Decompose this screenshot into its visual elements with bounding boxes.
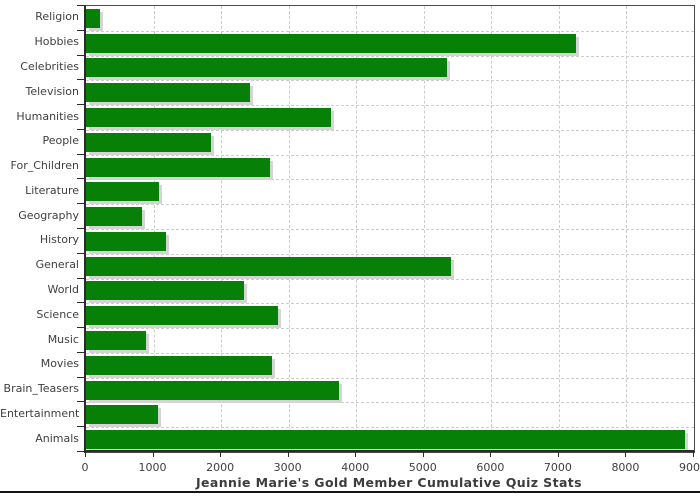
- y-axis-tick: [77, 451, 85, 452]
- y-axis-tick: [77, 203, 85, 205]
- y-axis-tick: [77, 327, 85, 329]
- category-label: Brain_Teasers: [3, 382, 79, 396]
- y-axis-tick: [77, 351, 85, 353]
- y-axis-tick: [77, 302, 85, 304]
- y-axis-tick: [77, 178, 85, 180]
- x-axis-tick: [693, 452, 694, 457]
- category-label: Television: [25, 84, 80, 98]
- category-label: Literature: [25, 183, 79, 197]
- x-axis-tick: [490, 452, 492, 457]
- x-axis-tick-label: 9000: [679, 461, 700, 474]
- bar-television: [86, 83, 251, 103]
- category-label: Hobbies: [34, 35, 79, 49]
- horizontal-gridline: [86, 179, 694, 181]
- bar-entertainment: [86, 405, 159, 425]
- y-axis-tick: [77, 277, 85, 279]
- x-axis-tick-label: 8000: [611, 461, 640, 474]
- x-axis-tick: [287, 452, 289, 457]
- bar-science: [86, 306, 278, 326]
- bar-geography: [86, 207, 143, 227]
- y-axis-line: [84, 5, 86, 453]
- bar-celebrities: [86, 58, 448, 78]
- x-axis-tick: [220, 452, 222, 457]
- bar-brain_teasers: [86, 380, 340, 400]
- horizontal-gridline: [86, 229, 694, 230]
- horizontal-gridline: [86, 204, 694, 206]
- bar-people: [86, 132, 211, 152]
- horizontal-gridline: [86, 129, 694, 131]
- horizontal-gridline: [86, 402, 694, 404]
- chart-title: Jeannie Marie's Gold Member Cumulative Q…: [195, 475, 583, 490]
- bar-movies: [86, 355, 273, 375]
- category-label: For_Children: [10, 159, 79, 173]
- x-axis-tick: [625, 452, 627, 457]
- y-axis-tick: [77, 426, 85, 428]
- bar-world: [86, 281, 245, 301]
- bar-humanities: [86, 108, 331, 127]
- x-axis-tick-label: 0: [81, 461, 89, 474]
- x-axis-tick: [557, 452, 559, 457]
- x-axis-tick-label: 1000: [138, 461, 167, 474]
- category-label: Humanities: [16, 109, 79, 123]
- category-label: Science: [36, 307, 79, 321]
- horizontal-gridline: [86, 352, 694, 354]
- y-axis-tick: [77, 29, 85, 31]
- y-axis-tick: [77, 376, 85, 378]
- category-label: General: [35, 258, 79, 272]
- bar-for_children: [86, 157, 271, 177]
- y-axis-tick: [77, 54, 85, 56]
- x-axis-tick-label: 4000: [341, 461, 370, 474]
- x-axis-tick-label: 7000: [543, 461, 572, 474]
- bottom-divider: [0, 491, 700, 493]
- horizontal-gridline: [86, 328, 694, 330]
- horizontal-gridline: [86, 30, 694, 32]
- bar-hobbies: [86, 33, 576, 53]
- category-label: People: [42, 134, 79, 148]
- x-axis-tick: [85, 452, 86, 457]
- y-axis-tick: [77, 5, 85, 6]
- category-label: Movies: [40, 357, 79, 371]
- category-label: World: [47, 282, 79, 296]
- horizontal-gridline: [86, 105, 694, 107]
- x-axis-tick-label: 2000: [206, 461, 235, 474]
- bar-animals: [86, 430, 685, 450]
- category-label: Music: [47, 332, 79, 346]
- category-label: Religion: [35, 10, 79, 24]
- y-axis-tick: [77, 128, 85, 130]
- x-axis-tick-label: 5000: [408, 461, 437, 474]
- category-label: Entertainment: [0, 406, 80, 420]
- x-axis-tick-label: 3000: [273, 461, 302, 474]
- x-axis-tick: [422, 452, 424, 457]
- y-axis-tick: [77, 79, 85, 81]
- horizontal-gridline: [86, 154, 694, 156]
- horizontal-gridline: [86, 80, 694, 82]
- y-axis-tick: [77, 104, 85, 106]
- x-axis-line: [84, 450, 694, 452]
- x-axis-tick: [152, 452, 154, 457]
- horizontal-gridline: [86, 55, 694, 57]
- category-label: Celebrities: [20, 59, 79, 73]
- x-axis-tick-label: 6000: [476, 461, 505, 474]
- bar-music: [86, 331, 147, 350]
- y-axis-tick: [77, 401, 85, 403]
- x-axis-tick: [355, 452, 357, 457]
- horizontal-gridline: [86, 427, 694, 429]
- horizontal-gridline: [86, 253, 694, 255]
- category-label: History: [39, 233, 79, 247]
- y-axis-tick: [77, 153, 85, 155]
- y-axis-tick: [77, 252, 85, 254]
- horizontal-gridline: [86, 377, 694, 379]
- horizontal-gridline: [86, 278, 694, 280]
- plot-area: [85, 5, 695, 453]
- y-axis-tick: [77, 228, 85, 229]
- category-label: Animals: [35, 431, 79, 445]
- bar-religion: [86, 8, 100, 28]
- category-label: Geography: [18, 208, 79, 222]
- bar-literature: [86, 182, 159, 202]
- horizontal-gridline: [86, 303, 694, 305]
- bar-general: [86, 256, 451, 276]
- bar-history: [86, 231, 167, 251]
